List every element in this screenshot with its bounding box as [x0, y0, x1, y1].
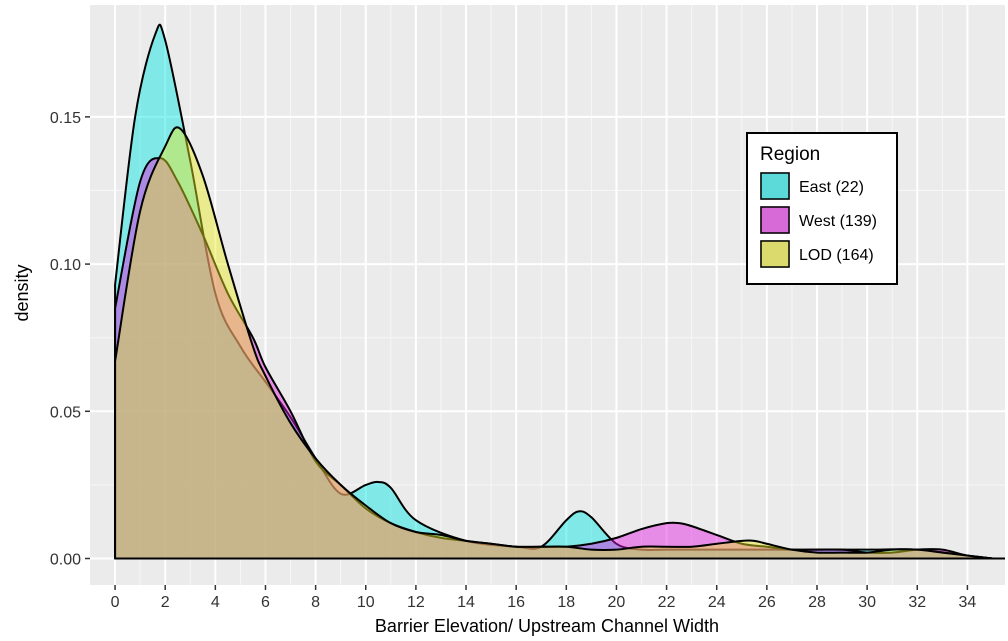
x-tick-label: 18 — [557, 594, 575, 611]
x-axis-ticks: 0 2 4 6 8 10 12 14 16 18 20 22 24 26 28 30 32 34 — [111, 585, 976, 611]
legend-key — [760, 206, 790, 234]
y-axis-title: density — [12, 264, 32, 321]
x-tick-label: 10 — [357, 594, 375, 611]
x-tick-label: 14 — [457, 594, 475, 611]
x-tick-label: 12 — [407, 594, 425, 611]
x-tick-label: 22 — [658, 594, 676, 611]
legend-key — [760, 240, 790, 268]
grid-major — [90, 5, 1005, 585]
density-area-east — [114, 23, 994, 560]
y-tick-label: 0.05 — [50, 404, 81, 421]
x-tick-label: 4 — [211, 594, 220, 611]
density-area-lod — [114, 126, 994, 560]
x-tick-label: 20 — [608, 594, 626, 611]
x-tick-label: 6 — [261, 594, 270, 611]
x-tick-label: 16 — [507, 594, 525, 611]
legend-label: East (22) — [799, 179, 864, 196]
legend-label: West (139) — [799, 213, 877, 230]
legend-entries: East (22) West (139) LOD (164) — [760, 172, 877, 268]
x-tick-label: 34 — [958, 594, 976, 611]
x-tick-label: 0 — [111, 594, 120, 611]
x-tick-label: 26 — [758, 594, 776, 611]
x-axis-title: Barrier Elevation/ Upstream Channel Widt… — [375, 616, 719, 636]
x-tick-label: 28 — [808, 594, 826, 611]
x-tick-label: 30 — [858, 594, 876, 611]
legend-title: Region — [760, 144, 820, 165]
legend-key — [760, 172, 790, 200]
x-tick-label: 2 — [161, 594, 170, 611]
x-tick-label: 32 — [908, 594, 926, 611]
y-tick-label: 0.10 — [50, 257, 81, 274]
legend-label: LOD (164) — [799, 247, 874, 264]
y-tick-label: 0.00 — [50, 552, 81, 569]
y-axis-ticks: 0.00 0.05 0.10 0.15 — [50, 110, 90, 569]
legend: Region East (22) West (139) LOD (164) — [746, 132, 898, 285]
x-tick-label: 24 — [708, 594, 726, 611]
x-tick-label: 8 — [311, 594, 320, 611]
density-areas — [114, 23, 994, 560]
y-tick-label: 0.15 — [50, 110, 81, 127]
panel-background — [90, 5, 1005, 585]
